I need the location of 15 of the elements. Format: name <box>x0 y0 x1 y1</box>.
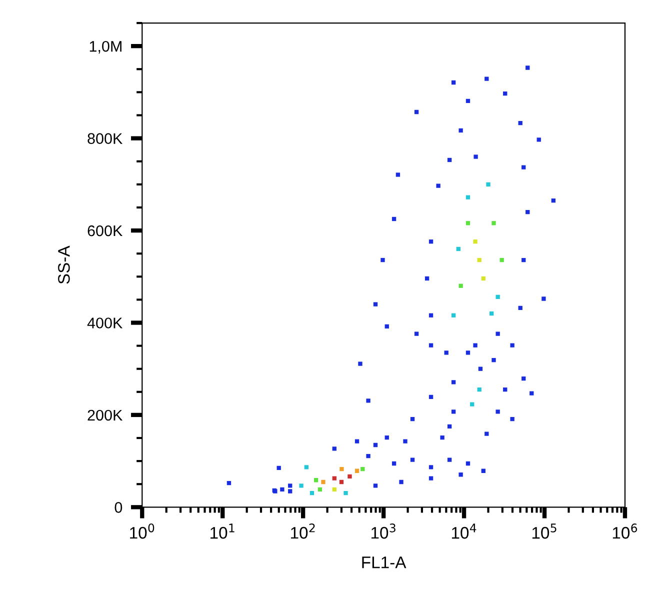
y-tick-label: 200K <box>88 410 123 421</box>
x-tick-label: 10$^{6}$ <box>612 524 638 539</box>
x-tick-label: 10$^{3}$ <box>371 524 396 539</box>
x-axis-title: FL1-A <box>362 556 406 568</box>
x-tick-label: 10$^{4}$ <box>452 524 476 539</box>
y-tick-label: 600K <box>88 225 123 236</box>
x-tick-label: 10$^{2}$ <box>291 524 315 539</box>
y-tick-label: 0 <box>114 502 122 513</box>
y-tick-label: 400K <box>87 318 123 328</box>
x-tick-label: 10$^{5}$ <box>532 524 556 539</box>
x-tick-label: 10$^{0}$ <box>130 524 154 539</box>
y-tick-label: 1,0M <box>90 40 122 54</box>
y-axis-title: SS-A <box>58 246 70 284</box>
y-tick-label: 800K <box>88 133 123 144</box>
x-tick-label: 10$^{1}$ <box>210 524 234 539</box>
